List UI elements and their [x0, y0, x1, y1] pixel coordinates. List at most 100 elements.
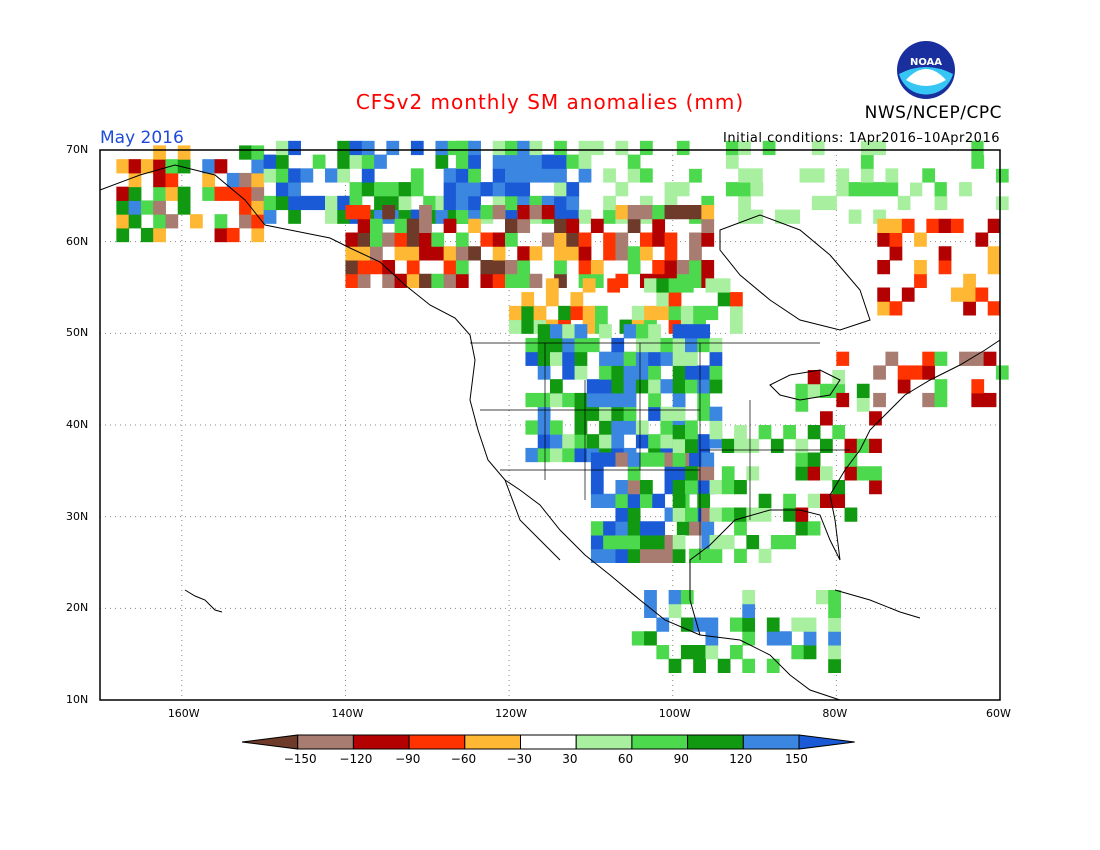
- anomaly-cell: [505, 195, 518, 211]
- anomaly-cell: [758, 493, 772, 508]
- anomaly-cell: [521, 305, 535, 321]
- colorbar-tick-label: −90: [395, 752, 421, 766]
- anomaly-cell: [603, 493, 616, 508]
- anomaly-cell: [709, 548, 723, 563]
- colorbar-tick-label: −30: [506, 752, 532, 766]
- anomaly-cell: [263, 168, 277, 183]
- anomaly-cell: [721, 466, 735, 481]
- north-america-coast: [99, 164, 841, 701]
- anomaly-cell: [239, 172, 252, 188]
- anomaly-cell: [697, 324, 711, 339]
- anomaly-cell: [828, 590, 841, 605]
- coastlines: [99, 164, 1001, 701]
- anomaly-cell: [578, 140, 592, 156]
- anomaly-cell: [509, 305, 522, 321]
- anomaly-cell: [492, 154, 506, 169]
- anomaly-cell: [599, 365, 612, 380]
- anomaly-cell: [697, 548, 711, 563]
- anomaly-cell: [550, 351, 563, 366]
- anomaly-cell: [656, 645, 670, 660]
- colorbar-segment: [631, 734, 689, 750]
- anomaly-cell: [705, 278, 719, 293]
- anomaly-cell: [676, 182, 690, 197]
- anomaly-cell: [374, 182, 387, 197]
- anomaly-cell: [832, 370, 846, 385]
- anomaly-cell: [664, 260, 678, 275]
- anomaly-cell: [574, 434, 588, 449]
- anomaly-cell: [995, 182, 1009, 197]
- anomaly-cell: [644, 305, 657, 321]
- anomaly-cell: [239, 200, 252, 215]
- lat-tick-label: 50N: [66, 326, 89, 340]
- anomaly-cell: [725, 209, 739, 224]
- anomaly-cell: [623, 406, 637, 421]
- anomaly-cell: [607, 278, 621, 293]
- anomaly-cell: [934, 379, 948, 394]
- anomaly-cell: [558, 305, 571, 321]
- anomaly-cell: [455, 154, 469, 169]
- anomaly-cell: [635, 420, 649, 435]
- anomaly-cell: [529, 246, 543, 261]
- anomaly-cell: [357, 232, 371, 247]
- anomaly-cell: [885, 351, 899, 366]
- anomaly-cell: [934, 195, 948, 211]
- anomaly-cell: [153, 145, 166, 160]
- anomaly-cell: [959, 154, 972, 169]
- anomaly-cell: [251, 172, 265, 188]
- anomaly-cell: [795, 438, 809, 453]
- anomaly-cell: [746, 535, 760, 550]
- anomaly-cell: [361, 154, 375, 169]
- anomaly-cell: [889, 301, 903, 316]
- anomaly-cell: [357, 246, 371, 261]
- anomaly-cell: [251, 186, 265, 201]
- anomaly-cell: [566, 154, 580, 169]
- anomaly-cell: [971, 351, 985, 366]
- anomaly-cell: [652, 535, 666, 550]
- anomaly-cell: [672, 351, 686, 366]
- anomaly-cell: [455, 260, 469, 275]
- anomaly-cell: [599, 392, 612, 408]
- anomaly-cell: [239, 186, 252, 201]
- anomaly-cell: [562, 447, 576, 463]
- anomaly-cell: [550, 324, 563, 339]
- anomaly-cell: [590, 466, 604, 481]
- anomaly-cell: [779, 631, 792, 646]
- anomaly-cell: [349, 182, 363, 197]
- anomaly-cell: [140, 227, 154, 243]
- anomaly-cell: [820, 411, 833, 426]
- anomaly-cell: [545, 292, 559, 307]
- anomaly-cell: [611, 392, 625, 408]
- anomaly-cell: [455, 246, 469, 261]
- anomaly-cell: [537, 392, 551, 408]
- anomaly-cell: [562, 434, 576, 449]
- colorbar-segment: [742, 734, 800, 750]
- anomaly-cell: [648, 392, 661, 408]
- anomaly-cell: [640, 493, 653, 508]
- anomaly-cell: [288, 209, 301, 224]
- anomaly-cell: [725, 154, 739, 169]
- great-lakes: [769, 369, 841, 401]
- anomaly-cell: [640, 246, 653, 261]
- anomaly-cell: [672, 406, 686, 421]
- anomaly-cell: [820, 493, 833, 508]
- anomaly-cell: [406, 246, 420, 261]
- anomaly-cell: [709, 365, 723, 380]
- anomaly-cell: [648, 337, 661, 353]
- anomaly-cell: [758, 507, 772, 522]
- anomaly-cell: [468, 168, 481, 183]
- anomaly-cell: [987, 218, 1001, 233]
- anomaly-cell: [382, 260, 396, 275]
- agency-label: NWS/NCEP/CPC: [864, 103, 1002, 123]
- anomaly-cell: [455, 209, 469, 224]
- anomaly-cell: [165, 214, 179, 229]
- anomaly-cell: [807, 493, 821, 508]
- colorbar-segment: [520, 734, 577, 750]
- anomaly-cell: [574, 324, 588, 339]
- anomaly-cell: [586, 337, 600, 353]
- anomaly-cell: [590, 140, 604, 156]
- anomaly-cell: [116, 200, 130, 215]
- anomaly-cell: [640, 480, 653, 495]
- anomaly-cell: [685, 365, 698, 380]
- anomaly-cell: [644, 278, 657, 293]
- anomaly-cell: [860, 140, 874, 156]
